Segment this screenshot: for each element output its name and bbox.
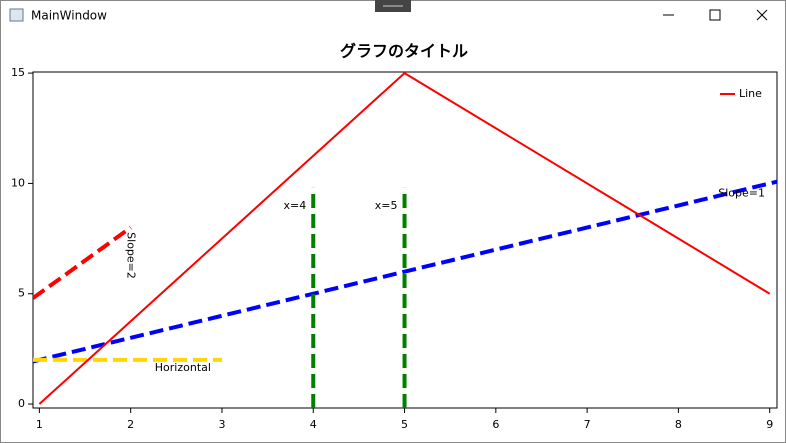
x-tick-label: 8 <box>675 418 682 431</box>
close-button[interactable] <box>756 9 768 21</box>
x-tick-label: 2 <box>127 418 134 431</box>
legend-label: Line <box>739 87 762 100</box>
y-tick-label: 0 <box>18 397 25 410</box>
x-tick-label: 4 <box>310 418 317 431</box>
y-tick-label: 15 <box>11 66 25 79</box>
annotation-label: x=5 <box>375 199 398 212</box>
window-title: MainWindow <box>31 9 107 23</box>
series-line <box>38 72 771 405</box>
annotation-line <box>33 225 132 300</box>
x-tick-label: 5 <box>401 418 408 431</box>
x-tick-label: 3 <box>218 418 225 431</box>
y-tick-label: 10 <box>11 176 25 189</box>
annotation-line <box>33 179 777 364</box>
annotation-label: x=4 <box>284 199 307 212</box>
maximize-button[interactable] <box>709 9 721 21</box>
app-icon <box>9 8 24 22</box>
annotation-label: Horizontal <box>155 361 211 374</box>
y-tick-label: 5 <box>18 287 25 300</box>
x-tick-label: 6 <box>492 418 499 431</box>
x-tick-label: 9 <box>766 418 773 431</box>
x-tick-label: 1 <box>36 418 43 431</box>
x-tick-label: 7 <box>584 418 591 431</box>
annotation-label: Slope=2 <box>125 232 138 279</box>
chart-title: グラフのタイトル <box>340 42 468 61</box>
annotation-label: Slope=1 <box>718 187 765 200</box>
